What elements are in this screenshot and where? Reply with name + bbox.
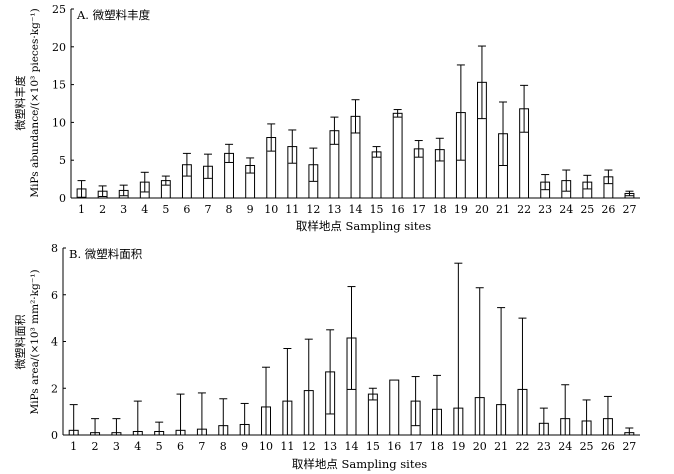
x-tick-label: 18 xyxy=(433,203,447,216)
x-tick-label: 20 xyxy=(475,203,489,216)
y-tick-label: 5 xyxy=(59,154,66,167)
x-tick-label: 4 xyxy=(141,203,148,216)
x-tick-label: 6 xyxy=(177,440,184,453)
x-tick-label: 5 xyxy=(162,203,169,216)
x-tick-label: 4 xyxy=(134,440,141,453)
x-tick-label: 13 xyxy=(323,440,337,453)
x-axis-label: 取样地点 Sampling sites xyxy=(292,457,427,471)
x-tick-label: 1 xyxy=(78,203,85,216)
y-axis-label-cn: 微塑料丰度 xyxy=(13,76,27,131)
y-tick-label: 20 xyxy=(52,41,66,54)
x-tick-label: 16 xyxy=(391,203,405,216)
x-tick-label: 22 xyxy=(515,440,529,453)
x-axis-label: 取样地点 Sampling sites xyxy=(296,219,431,233)
x-tick-label: 26 xyxy=(601,440,615,453)
x-tick-label: 11 xyxy=(285,203,299,216)
x-tick-label: 12 xyxy=(302,440,316,453)
y-tick-label: 25 xyxy=(52,3,66,16)
x-tick-label: 14 xyxy=(349,203,363,216)
x-tick-label: 21 xyxy=(494,440,508,453)
y-tick-label: 0 xyxy=(59,192,66,205)
y-axis-label-en: MiPs area/(×10³ mm²·kg⁻¹) xyxy=(29,269,41,414)
x-tick-label: 9 xyxy=(241,440,248,453)
x-tick-label: 15 xyxy=(366,440,380,453)
x-tick-label: 20 xyxy=(473,440,487,453)
x-tick-label: 10 xyxy=(264,203,278,216)
x-tick-label: 3 xyxy=(113,440,120,453)
x-tick-label: 2 xyxy=(92,440,99,453)
x-tick-label: 15 xyxy=(370,203,384,216)
y-tick-label: 0 xyxy=(51,429,58,442)
x-tick-label: 21 xyxy=(496,203,510,216)
y-tick-label: 8 xyxy=(51,242,58,255)
bar xyxy=(371,151,382,199)
y-axis-label-en: MiPs abundance/(×10³ pieces·kg⁻¹) xyxy=(29,8,41,197)
x-tick-label: 17 xyxy=(409,440,423,453)
x-tick-label: 18 xyxy=(430,440,444,453)
x-tick-label: 7 xyxy=(204,203,211,216)
y-tick-label: 15 xyxy=(52,79,66,92)
x-tick-label: 25 xyxy=(580,440,594,453)
chart-title: A. 微塑料丰度 xyxy=(76,8,151,22)
x-tick-label: 1 xyxy=(70,440,77,453)
x-tick-label: 23 xyxy=(538,203,552,216)
x-tick-label: 27 xyxy=(622,440,636,453)
x-tick-label: 23 xyxy=(537,440,551,453)
x-tick-label: 14 xyxy=(345,440,359,453)
x-tick-label: 8 xyxy=(220,440,227,453)
x-tick-label: 19 xyxy=(454,203,468,216)
x-tick-label: 3 xyxy=(120,203,127,216)
chart-title: B. 微塑料面积 xyxy=(69,247,143,261)
x-tick-label: 17 xyxy=(412,203,426,216)
x-tick-label: 8 xyxy=(226,203,233,216)
x-tick-label: 6 xyxy=(183,203,190,216)
y-tick-label: 6 xyxy=(51,289,58,302)
x-tick-label: 26 xyxy=(601,203,615,216)
y-axis-label: 微塑料丰度 MiPs abundance/(×10³ pieces·kg⁻¹) xyxy=(13,8,41,197)
y-axis-label-cn: 微塑料面积 xyxy=(13,315,27,370)
x-tick-label: 12 xyxy=(306,203,320,216)
x-tick-label: 11 xyxy=(280,440,294,453)
x-tick-label: 2 xyxy=(99,203,106,216)
x-tick-label: 24 xyxy=(558,440,572,453)
x-tick-label: 25 xyxy=(580,203,594,216)
x-tick-label: 16 xyxy=(387,440,401,453)
x-tick-label: 24 xyxy=(559,203,573,216)
x-tick-label: 27 xyxy=(622,203,636,216)
x-tick-label: 13 xyxy=(327,203,341,216)
x-tick-label: 9 xyxy=(247,203,254,216)
x-tick-label: 7 xyxy=(198,440,205,453)
x-tick-label: 10 xyxy=(259,440,273,453)
bar xyxy=(389,379,400,436)
x-tick-label: 22 xyxy=(517,203,531,216)
y-tick-label: 4 xyxy=(51,336,58,349)
x-tick-label: 19 xyxy=(451,440,465,453)
x-tick-label: 5 xyxy=(156,440,163,453)
y-tick-label: 10 xyxy=(52,116,66,129)
bar xyxy=(392,112,403,199)
y-axis-label: 微塑料面积 MiPs area/(×10³ mm²·kg⁻¹) xyxy=(13,269,41,414)
y-tick-label: 2 xyxy=(51,382,58,395)
